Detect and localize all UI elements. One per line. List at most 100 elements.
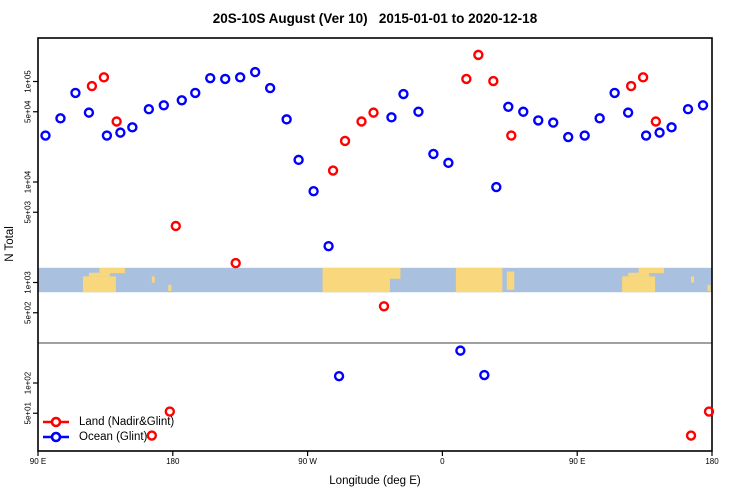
data-point xyxy=(579,130,590,141)
data-point xyxy=(548,117,559,128)
map-strip-land-south-america xyxy=(322,267,390,293)
map-strip-land-fiji xyxy=(168,284,172,292)
y-tick-label: 1e+05 xyxy=(24,70,33,93)
data-point xyxy=(249,66,261,78)
data-point xyxy=(98,72,110,83)
data-point xyxy=(666,122,677,133)
map-strip-land-vanuatu xyxy=(151,276,155,283)
data-point xyxy=(281,114,292,125)
data-point xyxy=(327,165,339,176)
legend-label-ocean: Ocean (Glint) xyxy=(79,430,148,443)
data-point xyxy=(170,220,181,232)
data-point xyxy=(637,72,649,83)
plot-box xyxy=(37,37,713,452)
y-tick-label: 5e+03 xyxy=(24,200,33,223)
data-point xyxy=(293,154,304,166)
data-point xyxy=(115,127,126,138)
data-point xyxy=(308,185,319,197)
data-point xyxy=(356,116,367,127)
data-point xyxy=(650,116,662,127)
map-strip-land-brazil-east xyxy=(389,267,401,279)
data-point xyxy=(111,116,122,127)
data-point xyxy=(491,181,502,193)
data-point xyxy=(533,115,544,126)
map-strip-land-australia-north-2 xyxy=(628,272,650,277)
data-point xyxy=(323,240,334,252)
map-strip-land-australia xyxy=(82,276,116,293)
map-strip-land-madagascar xyxy=(506,271,515,290)
x-axis-title: Longitude (deg E) xyxy=(329,475,421,487)
data-point xyxy=(40,130,51,141)
data-point xyxy=(55,113,66,124)
data-point xyxy=(398,88,409,100)
data-point xyxy=(101,130,113,141)
x-tick-label: 180 xyxy=(166,457,180,466)
x-tick-label: 180 xyxy=(705,457,719,466)
map-strip-land-new-guinea xyxy=(99,267,125,274)
data-point xyxy=(518,106,529,117)
data-point xyxy=(473,49,484,61)
data-point xyxy=(654,127,665,138)
map-strip-land-africa xyxy=(455,267,503,293)
data-point xyxy=(640,130,652,141)
chart-title: 20S-10S August (Ver 10) 2015-01-01 to 20… xyxy=(212,11,538,26)
data-point xyxy=(176,95,187,106)
map-strip-land-australia-north xyxy=(88,272,110,277)
y-tick-label: 5e+04 xyxy=(24,100,33,123)
data-point xyxy=(378,301,390,312)
data-point xyxy=(563,131,574,143)
data-point xyxy=(413,106,424,117)
x-tick-label: 90 E xyxy=(569,457,585,466)
data-point xyxy=(479,369,490,381)
y-tick-label: 1e+02 xyxy=(24,371,33,394)
data-point xyxy=(506,130,517,141)
data-point xyxy=(386,112,397,123)
x-tick-label: 90 E xyxy=(30,457,46,466)
map-strip-land-australia-2 xyxy=(622,276,656,293)
data-point xyxy=(609,87,620,99)
data-point xyxy=(143,104,155,115)
data-point xyxy=(685,430,697,441)
y-tick-label: 5e+02 xyxy=(24,301,33,324)
ocean-series-symbol-icon xyxy=(43,431,69,442)
data-point xyxy=(625,80,637,92)
data-point xyxy=(158,100,170,111)
land-series-symbol-icon xyxy=(43,416,69,427)
legend-item-land: Land (Nadir&Glint) xyxy=(42,414,174,429)
data-point xyxy=(220,73,231,85)
data-point xyxy=(503,101,514,113)
data-point xyxy=(264,82,276,94)
data-point xyxy=(205,72,216,84)
data-point xyxy=(127,122,138,133)
data-point xyxy=(488,75,499,87)
y-tick-label: 1e+03 xyxy=(24,271,33,294)
data-point xyxy=(190,87,201,99)
data-point xyxy=(682,104,694,115)
data-point xyxy=(428,148,439,160)
data-point xyxy=(230,257,241,269)
legend-item-ocean: Ocean (Glint) xyxy=(42,429,174,444)
y-tick-label: 5e+01 xyxy=(24,401,33,424)
data-point xyxy=(594,113,605,124)
x-tick-label: 0 xyxy=(440,457,445,466)
x-tick-label: 90 W xyxy=(298,457,317,466)
data-point xyxy=(368,107,379,118)
data-point xyxy=(339,135,351,147)
data-point xyxy=(461,73,472,85)
data-point xyxy=(83,107,95,118)
data-point xyxy=(70,87,81,99)
map-strip-land-fiji-2 xyxy=(707,284,711,292)
data-point xyxy=(234,72,246,83)
data-point xyxy=(622,107,634,118)
map-strip-land-new-guinea-2 xyxy=(638,267,665,274)
y-tick-label: 1e+04 xyxy=(24,170,33,193)
legend-label-land: Land (Nadir&Glint) xyxy=(79,415,175,428)
data-point xyxy=(86,80,98,92)
data-point xyxy=(697,100,709,111)
data-point xyxy=(455,345,466,356)
data-point xyxy=(443,157,454,169)
data-point xyxy=(333,370,345,382)
data-point xyxy=(146,430,158,441)
